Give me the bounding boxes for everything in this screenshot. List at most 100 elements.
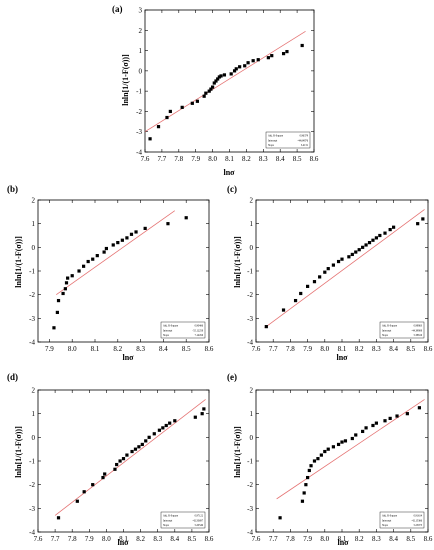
data-point — [214, 79, 218, 83]
data-point — [61, 291, 65, 296]
panel-d-plot: 7.6 7.7 7.8 7.9 8.0 8.1 8.2 8.3 8.4 8.5 8.6 -4 -3 -2 -… — [29, 387, 214, 544]
y-tick-label: -4 — [247, 529, 253, 537]
data-point — [144, 439, 148, 443]
panel-b: (b) 7.9 8.0 8.1 8.2 8.3 8.4 8.5 8.6 -4 -3 -2 -1 0 1 2 A… — [7, 184, 214, 362]
data-point — [120, 238, 124, 242]
x-tick-label: 8.2 — [355, 345, 364, 353]
x-tick-label: 8.3 — [153, 535, 162, 543]
fit-line — [144, 30, 306, 133]
data-point — [222, 73, 227, 77]
y-tick-label: 1 — [139, 47, 143, 55]
y-tick-label: 1 — [250, 410, 254, 418]
y-tick-label: 1 — [250, 220, 254, 228]
data-point — [232, 69, 237, 73]
panel-a-xlabel: lnσ — [223, 168, 235, 177]
data-point — [234, 67, 238, 71]
data-point — [304, 483, 308, 487]
data-point — [202, 407, 206, 411]
panel-e: (e) 7.6 7.7 7.8 7.9 8.0 8.1 8.2 8.3 8.4 8.5 8.6 -4 -… — [227, 372, 433, 547]
x-tick-label: 8.4 — [159, 345, 168, 353]
x-tick-label: 8.2 — [136, 535, 145, 543]
x-tick-label: 8.6 — [205, 535, 214, 543]
data-point — [299, 291, 303, 296]
data-point — [161, 426, 165, 430]
data-point — [300, 43, 304, 48]
data-point — [184, 216, 188, 220]
data-point — [246, 61, 250, 65]
x-tick-label: 7.6 — [252, 345, 261, 353]
panel-e-label: (e) — [227, 372, 237, 382]
data-point — [204, 91, 208, 95]
legend-box — [379, 511, 425, 529]
data-point — [323, 449, 327, 454]
plot-frame — [37, 199, 210, 343]
x-tick-label: 7.6 — [34, 535, 43, 543]
data-point — [130, 449, 134, 454]
legend-box — [265, 131, 311, 149]
data-point — [318, 275, 322, 279]
data-point — [125, 236, 129, 240]
legend-box — [379, 321, 425, 339]
data-point — [388, 416, 392, 420]
panel-c-xlabel: lnσ — [336, 353, 348, 362]
legend-value: 5.4131 — [301, 144, 309, 147]
data-point — [95, 254, 99, 258]
y-tick-label: -3 — [29, 315, 35, 323]
x-tick-label: 8.4 — [389, 345, 398, 353]
plot-frame — [255, 389, 429, 533]
y-tick-label: -1 — [29, 268, 35, 276]
data-point — [147, 435, 151, 439]
legend-key: Intercept — [382, 329, 391, 332]
x-tick-label: 8.3 — [259, 155, 268, 163]
y-tick-label: -3 — [247, 505, 253, 513]
x-tick-label: 7.6 — [141, 155, 150, 163]
x-tick-label: 8.6 — [424, 535, 433, 543]
x-tick-label: 8.2 — [113, 345, 122, 353]
x-tick-label: 8.3 — [136, 345, 145, 353]
data-point — [209, 87, 213, 91]
legend-value: 0.96379 — [300, 135, 309, 138]
legend-key: Intercept — [268, 139, 277, 142]
y-tick-label: 2 — [250, 387, 254, 395]
panel-b-ylabel: lnln[1/(1-F(σ))] — [14, 236, 23, 288]
data-point — [118, 459, 122, 463]
legend-box — [160, 511, 206, 529]
legend-key: Slope — [268, 144, 275, 147]
legend-key: Slope — [163, 334, 170, 337]
x-tick-label: 8.4 — [389, 535, 398, 543]
data-point — [312, 459, 317, 463]
data-point — [157, 428, 162, 432]
data-point — [111, 243, 115, 247]
data-point — [82, 490, 86, 494]
data-point — [278, 516, 282, 520]
legend-value: 0.91614 — [414, 515, 423, 518]
y-tick-label: -2 — [247, 291, 253, 299]
x-tick-label: 7.9 — [85, 535, 94, 543]
x-tick-label: 7.7 — [269, 535, 278, 543]
data-point — [129, 232, 134, 236]
data-point — [405, 412, 409, 416]
data-point — [323, 270, 327, 274]
y-tick-label: -4 — [29, 339, 35, 347]
plot-frame — [144, 9, 315, 153]
data-point — [56, 298, 61, 303]
data-point — [166, 222, 170, 226]
data-point — [75, 499, 79, 503]
panel-c-ylabel: lnln[1/(1-F(σ))] — [233, 236, 242, 288]
legend-key: Slope — [382, 524, 389, 527]
data-point — [56, 516, 61, 520]
data-point — [134, 230, 138, 234]
data-point — [374, 236, 378, 240]
data-point — [216, 77, 220, 81]
data-point — [336, 442, 341, 447]
data-point — [326, 267, 330, 271]
data-point — [133, 447, 138, 451]
legend-value: 0.98863 — [414, 325, 423, 328]
x-tick-label: 8.0 — [320, 345, 329, 353]
data-point — [336, 259, 341, 264]
panel-e-xlabel: lnσ — [337, 538, 349, 547]
panel-e-plot: 7.6 7.7 7.8 7.9 8.0 8.1 8.2 8.3 8.4 8.5 8.6 -4 -3 -2 -… — [247, 387, 433, 544]
y-tick-label: 0 — [250, 434, 254, 442]
legend-value: 5.23073 — [414, 524, 423, 527]
y-tick-label: -4 — [136, 149, 142, 157]
